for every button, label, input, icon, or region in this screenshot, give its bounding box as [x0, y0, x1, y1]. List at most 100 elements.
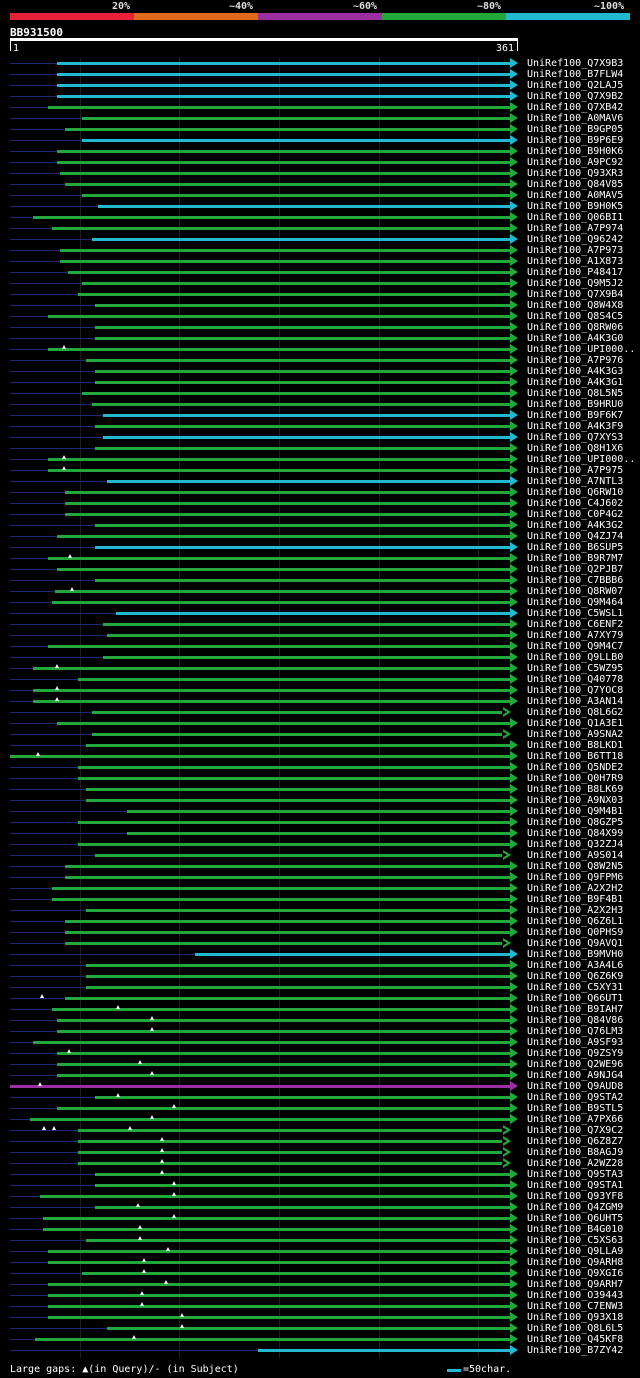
hit-row[interactable]: UniRef100_B9F4B1: [0, 894, 640, 905]
hit-row[interactable]: UniRef100_A4K3G3: [0, 366, 640, 377]
hit-label[interactable]: UniRef100_Q9ARH8: [527, 1257, 624, 1268]
hit-row[interactable]: UniRef100_A1X873: [0, 256, 640, 267]
hit-row[interactable]: UniRef100_Q76LM3: [0, 1026, 640, 1037]
hit-row[interactable]: UniRef100_C5XY31: [0, 982, 640, 993]
hit-label[interactable]: UniRef100_Q7X9C2: [527, 1125, 624, 1136]
hit-row[interactable]: UniRef100_A4K3G1: [0, 377, 640, 388]
hit-label[interactable]: UniRef100_Q93X18: [527, 1312, 624, 1323]
hit-row[interactable]: UniRef100_A0MAV5: [0, 190, 640, 201]
hit-row[interactable]: UniRef100_B7ZY42: [0, 1345, 640, 1356]
hit-label[interactable]: UniRef100_A4K3G3: [527, 366, 624, 377]
hit-label[interactable]: UniRef100_B8AGJ9: [527, 1147, 624, 1158]
hit-row[interactable]: UniRef100_Q66UT1: [0, 993, 640, 1004]
hit-label[interactable]: UniRef100_Q8W2N5: [527, 861, 624, 872]
hit-label[interactable]: UniRef100_A9NX03: [527, 795, 624, 806]
hit-label[interactable]: UniRef100_A7P973: [527, 245, 624, 256]
hit-label[interactable]: UniRef100_Q6Z6L1: [527, 916, 624, 927]
hit-label[interactable]: UniRef100_Q9XGI6: [527, 1268, 624, 1279]
hit-row[interactable]: UniRef100_Q7X9B3: [0, 58, 640, 69]
hit-row[interactable]: UniRef100_Q9ARH8: [0, 1257, 640, 1268]
hit-row[interactable]: UniRef100_B9R7M7: [0, 553, 640, 564]
hit-row[interactable]: UniRef100_A7PX66: [0, 1114, 640, 1125]
hit-row[interactable]: UniRef100_C4J602: [0, 498, 640, 509]
hit-row[interactable]: UniRef100_Q9M464: [0, 597, 640, 608]
hit-label[interactable]: UniRef100_A4K3F9: [527, 421, 624, 432]
hit-row[interactable]: UniRef100_B9H0K6: [0, 146, 640, 157]
hit-row[interactable]: UniRef100_Q7X9C2: [0, 1125, 640, 1136]
hit-row[interactable]: UniRef100_B9H0K5: [0, 201, 640, 212]
hit-row[interactable]: UniRef100_A7P974: [0, 223, 640, 234]
hit-label[interactable]: UniRef100_A1X873: [527, 256, 624, 267]
hit-label[interactable]: UniRef100_B9STL5: [527, 1103, 624, 1114]
hit-row[interactable]: UniRef100_B9STL5: [0, 1103, 640, 1114]
hit-row[interactable]: UniRef100_A7XY79: [0, 630, 640, 641]
hit-row[interactable]: UniRef100_Q9STA3: [0, 1169, 640, 1180]
hit-label[interactable]: UniRef100_Q2LAJ5: [527, 80, 624, 91]
hit-label[interactable]: UniRef100_Q7X9B2: [527, 91, 624, 102]
hit-label[interactable]: UniRef100_Q8L6L5: [527, 1323, 624, 1334]
hit-row[interactable]: UniRef100_A7P973: [0, 245, 640, 256]
hit-label[interactable]: UniRef100_B9GP05: [527, 124, 624, 135]
hit-label[interactable]: UniRef100_A9SNA2: [527, 729, 624, 740]
hit-row[interactable]: UniRef100_A7NTL3: [0, 476, 640, 487]
hit-row[interactable]: UniRef100_Q7XYS3: [0, 432, 640, 443]
hit-label[interactable]: UniRef100_Q9ZSY9: [527, 1048, 624, 1059]
hit-label[interactable]: UniRef100_Q93XR3: [527, 168, 624, 179]
hit-row[interactable]: UniRef100_C7ENW3: [0, 1301, 640, 1312]
hit-row[interactable]: UniRef100_Q84X99: [0, 828, 640, 839]
hit-label[interactable]: UniRef100_Q9M5J2: [527, 278, 624, 289]
hit-label[interactable]: UniRef100_B7FLW4: [527, 69, 624, 80]
hit-row[interactable]: UniRef100_Q8W4X8: [0, 300, 640, 311]
hit-row[interactable]: UniRef100_Q7YOC8: [0, 685, 640, 696]
hit-label[interactable]: UniRef100_Q8S4C5: [527, 311, 624, 322]
hit-label[interactable]: UniRef100_Q9ARH7: [527, 1279, 624, 1290]
hit-label[interactable]: UniRef100_O39443: [527, 1290, 624, 1301]
hit-row[interactable]: UniRef100_Q8L6L5: [0, 1323, 640, 1334]
hit-label[interactable]: UniRef100_A7NTL3: [527, 476, 624, 487]
hit-label[interactable]: UniRef100_A3A4L6: [527, 960, 624, 971]
hit-row[interactable]: UniRef100_B9IAH7: [0, 1004, 640, 1015]
hit-label[interactable]: UniRef100_B9H0K5: [527, 201, 624, 212]
hit-row[interactable]: UniRef100_Q4ZGM9: [0, 1202, 640, 1213]
hit-label[interactable]: UniRef100_B4G010: [527, 1224, 624, 1235]
hit-label[interactable]: UniRef100_Q8H1X6: [527, 443, 624, 454]
hit-label[interactable]: UniRef100_Q9M4B1: [527, 806, 624, 817]
hit-label[interactable]: UniRef100_Q9AVQ1: [527, 938, 624, 949]
hit-row[interactable]: UniRef100_Q9AVQ1: [0, 938, 640, 949]
hit-label[interactable]: UniRef100_Q4ZGM9: [527, 1202, 624, 1213]
hit-label[interactable]: UniRef100_Q6UHT5: [527, 1213, 624, 1224]
hit-row[interactable]: UniRef100_B8AGJ9: [0, 1147, 640, 1158]
hit-label[interactable]: UniRef100_P48417: [527, 267, 624, 278]
hit-row[interactable]: UniRef100_Q8L5N5: [0, 388, 640, 399]
hit-label[interactable]: UniRef100_Q9LLA9: [527, 1246, 624, 1257]
hit-label[interactable]: UniRef100_Q93YF8: [527, 1191, 624, 1202]
hit-label[interactable]: UniRef100_Q8RW06: [527, 322, 624, 333]
hit-label[interactable]: UniRef100_Q2PJB7: [527, 564, 624, 575]
hit-row[interactable]: UniRef100_A2X2H2: [0, 883, 640, 894]
hit-label[interactable]: UniRef100_Q6Z6K9: [527, 971, 624, 982]
hit-row[interactable]: UniRef100_A9NJG4: [0, 1070, 640, 1081]
hit-label[interactable]: UniRef100_B7ZY42: [527, 1345, 624, 1356]
hit-label[interactable]: UniRef100_A7XY79: [527, 630, 624, 641]
hit-label[interactable]: UniRef100_A2X2H2: [527, 883, 624, 894]
hit-label[interactable]: UniRef100_Q6RW10: [527, 487, 624, 498]
hit-label[interactable]: UniRef100_Q4ZJ74: [527, 531, 624, 542]
hit-label[interactable]: UniRef100_Q1A3E1: [527, 718, 624, 729]
hit-label[interactable]: UniRef100_C5WZ95: [527, 663, 624, 674]
hit-label[interactable]: UniRef100_Q66UT1: [527, 993, 624, 1004]
hit-label[interactable]: UniRef100_A7P976: [527, 355, 624, 366]
hit-label[interactable]: UniRef100_Q8L6G2: [527, 707, 624, 718]
hit-row[interactable]: UniRef100_Q8W2N5: [0, 861, 640, 872]
hit-label[interactable]: UniRef100_B8LK69: [527, 784, 624, 795]
hit-label[interactable]: UniRef100_B6TT18: [527, 751, 624, 762]
hit-label[interactable]: UniRef100_Q9FPM6: [527, 872, 624, 883]
hit-row[interactable]: UniRef100_Q9M4C7: [0, 641, 640, 652]
hit-label[interactable]: UniRef100_A9PC92: [527, 157, 624, 168]
hit-label[interactable]: UniRef100_C4J602: [527, 498, 624, 509]
hit-label[interactable]: UniRef100_B9IAH7: [527, 1004, 624, 1015]
hit-row[interactable]: UniRef100_Q32ZJ4: [0, 839, 640, 850]
hit-label[interactable]: UniRef100_Q2WE96: [527, 1059, 624, 1070]
hit-row[interactable]: UniRef100_Q06BI1: [0, 212, 640, 223]
hit-label[interactable]: UniRef100_Q84V86: [527, 1015, 624, 1026]
hit-row[interactable]: UniRef100_B9MVH0: [0, 949, 640, 960]
